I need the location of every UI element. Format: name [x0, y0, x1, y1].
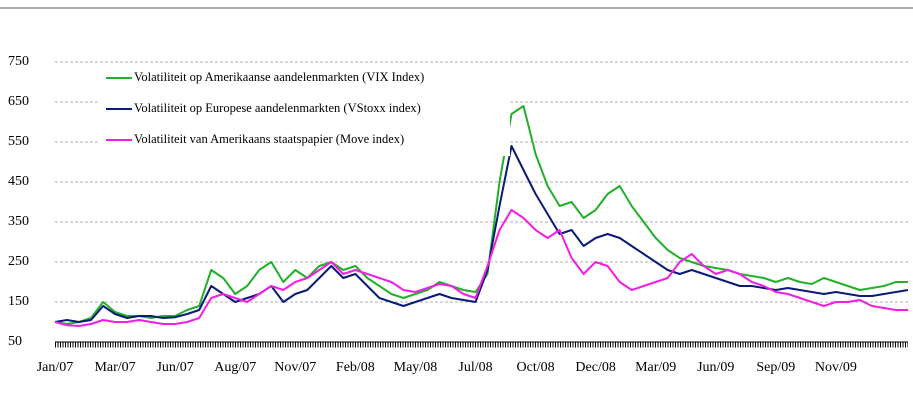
- y-tick-label: 50: [8, 334, 22, 349]
- x-tick-label: Jun/09: [697, 360, 734, 375]
- x-tick-label: Mar/09: [635, 360, 676, 375]
- y-tick-label: 150: [8, 294, 29, 309]
- series-line: [54, 209, 908, 327]
- y-tick-label: 750: [8, 54, 29, 69]
- x-tick-label: Aug/07: [214, 360, 256, 375]
- legend-box: [100, 66, 510, 156]
- y-tick-label: 350: [8, 214, 29, 229]
- x-tick-label: Jan/07: [37, 360, 74, 375]
- x-tick-label: Mar/07: [94, 360, 135, 375]
- legend-label: Volatiliteit op Europese aandelenmarkten…: [134, 101, 421, 115]
- legend-label: Volatiliteit van Amerikaans staatspapier…: [134, 132, 404, 146]
- x-tick-label: Jul/08: [458, 360, 492, 375]
- x-tick-label: Nov/07: [274, 360, 316, 375]
- y-tick-label: 650: [8, 94, 29, 109]
- y-tick-label: 550: [8, 134, 29, 149]
- x-tick-label: Jun/07: [156, 360, 193, 375]
- x-tick-label: Feb/08: [336, 360, 375, 375]
- x-tick-label: Oct/08: [517, 360, 555, 375]
- x-tick-label: Nov/09: [815, 360, 857, 375]
- y-tick-label: 250: [8, 254, 29, 269]
- legend-label: Volatiliteit op Amerikaanse aandelenmark…: [134, 70, 424, 84]
- series-line: [54, 145, 909, 323]
- x-tick-label: Sep/09: [756, 360, 795, 375]
- x-tick-label: Dec/08: [575, 360, 615, 375]
- y-tick-label: 450: [8, 174, 29, 189]
- x-tick-label: May/08: [394, 360, 438, 375]
- legend: Volatiliteit op Amerikaanse aandelenmark…: [100, 66, 510, 156]
